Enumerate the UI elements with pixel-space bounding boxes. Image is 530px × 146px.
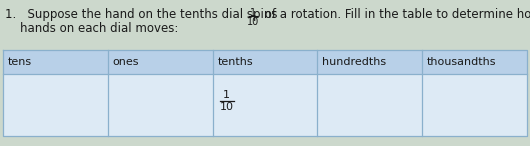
Text: 10: 10 [219, 102, 234, 112]
Text: 1.   Suppose the hand on the tenths dial spins: 1. Suppose the hand on the tenths dial s… [5, 8, 281, 21]
Text: of a rotation. Fill in the table to determine how many times the: of a rotation. Fill in the table to dete… [261, 8, 530, 21]
Text: tenths: tenths [218, 57, 253, 67]
Text: hundredths: hundredths [322, 57, 386, 67]
Text: ones: ones [113, 57, 139, 67]
Text: thousandths: thousandths [427, 57, 497, 67]
Bar [3, 50, 527, 136]
Bar [3, 50, 527, 74]
Text: 10: 10 [247, 17, 259, 27]
Text: 1: 1 [223, 90, 230, 100]
Text: 1: 1 [250, 8, 256, 19]
Text: tens: tens [8, 57, 32, 67]
Text: hands on each dial moves:: hands on each dial moves: [5, 22, 179, 35]
